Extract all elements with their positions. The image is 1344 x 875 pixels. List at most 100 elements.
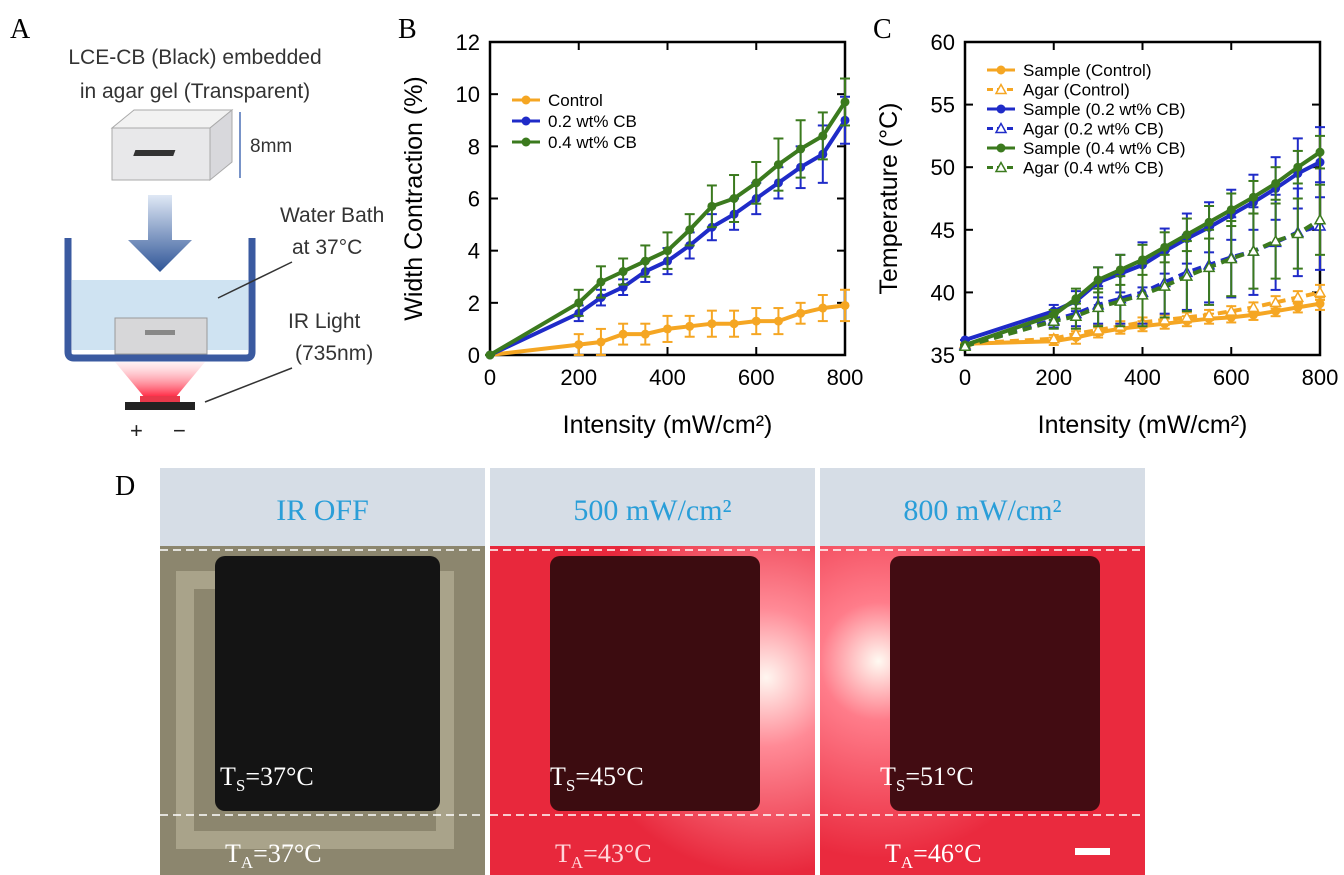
x-tick-label: 200 (1035, 365, 1072, 390)
data-point (958, 339, 972, 351)
data-point (596, 277, 606, 287)
lce-strip (133, 150, 176, 156)
temperature-label: TS=51°C (880, 762, 974, 795)
plot-frame (488, 40, 847, 357)
data-point (773, 160, 783, 170)
pointer (217, 261, 293, 299)
data-point (1315, 299, 1325, 309)
y-tick-label: 55 (931, 93, 955, 118)
temp-value: =43°C (583, 839, 651, 868)
data-point (729, 319, 739, 329)
temp-symbol: T (555, 839, 571, 868)
lce-sample (550, 556, 760, 811)
legend-marker (994, 160, 1008, 173)
schematic: LCE-CB (Black) embedded in agar gel (Tra… (64, 46, 384, 443)
temperature-label: TS=45°C (550, 762, 644, 795)
y-tick-label: 8 (468, 134, 480, 159)
data-point (840, 97, 850, 107)
data-point (1269, 234, 1282, 246)
x-tick-label: 200 (560, 365, 597, 390)
terminal: − (173, 418, 186, 443)
y-tick-label: 0 (468, 343, 480, 368)
data-point (1248, 192, 1258, 202)
temp-value: =51°C (905, 762, 973, 791)
legend-marker (994, 121, 1008, 134)
data-point (1247, 244, 1260, 256)
data-point (1158, 279, 1171, 291)
data-point (1313, 285, 1327, 298)
data-point (1091, 300, 1105, 313)
data-point (618, 267, 628, 277)
temp-value: =46°C (913, 839, 981, 868)
data-point (1202, 308, 1216, 320)
y-tick-label: 40 (931, 280, 955, 305)
legend-label: Sample (0.4 wt% CB) (1023, 139, 1186, 158)
data-point (796, 308, 806, 318)
legend-label: Sample (0.2 wt% CB) (1023, 100, 1186, 119)
legend-marker (996, 65, 1006, 75)
data-point (1136, 288, 1149, 300)
photo-header-text: 800 mW/cm² (903, 494, 1061, 527)
pointer (204, 367, 293, 403)
legend-label: Sample (Control) (1023, 61, 1152, 80)
temp-subscript: A (901, 853, 914, 872)
data-point (1315, 147, 1325, 157)
legend-marker (521, 137, 531, 147)
photo-header-text: 500 mW/cm² (573, 494, 731, 527)
data-point (1224, 304, 1238, 316)
panel-label: D (115, 471, 135, 502)
temp-value: =37°C (253, 839, 321, 868)
bath-label: Water Bath (280, 204, 384, 227)
temp-value: =37°C (245, 762, 313, 791)
ir-beam (115, 362, 205, 398)
temp-symbol: T (550, 762, 566, 791)
x-axis-label: Intensity (mW/cm²) (1038, 411, 1248, 439)
data-point (1069, 309, 1083, 321)
temp-subscript: S (896, 776, 905, 795)
photo-header-text: IR OFF (276, 494, 369, 527)
y-tick-label: 35 (931, 343, 955, 368)
light-label: IR Light (288, 310, 361, 333)
data-point (1069, 327, 1083, 339)
lce-sample (890, 556, 1100, 811)
data-point (707, 319, 717, 329)
y-tick-label: 12 (456, 30, 480, 55)
x-tick-label: 0 (959, 365, 971, 390)
photo-header (820, 468, 1145, 546)
gel-in-bath (114, 317, 208, 355)
data-point (751, 316, 761, 326)
lce-sample (215, 556, 440, 811)
temperature-label: TS=37°C (220, 762, 314, 795)
data-point (1224, 252, 1238, 264)
scale-bar (1075, 848, 1110, 855)
data-point (596, 337, 606, 347)
bath (64, 238, 256, 362)
legend-marker (994, 82, 1008, 95)
data-point (1047, 332, 1061, 344)
panel-label: B (398, 14, 417, 45)
data-point (574, 298, 584, 308)
temperature-label: TA=46°C (885, 839, 982, 872)
bath-label: at 37°C (292, 236, 362, 259)
x-tick-label: 800 (1302, 365, 1339, 390)
photo-header (490, 468, 815, 546)
lce-in-bath (145, 330, 175, 335)
data-point (485, 350, 495, 360)
data-point (1180, 269, 1194, 281)
data-point (1293, 162, 1303, 172)
data-point (707, 201, 717, 211)
y-tick-label: 10 (456, 82, 480, 107)
data-point (1271, 178, 1281, 188)
legend-marker (521, 95, 531, 105)
data-point (1247, 300, 1260, 313)
legend-label: Agar (0.4 wt% CB) (1023, 159, 1164, 178)
data-point (1202, 260, 1216, 273)
temperature-label: TA=43°C (555, 839, 652, 872)
data-point (818, 303, 828, 313)
temp-symbol: T (885, 839, 901, 868)
temp-subscript: A (241, 853, 254, 872)
data-point (574, 340, 584, 350)
data-point (663, 324, 672, 334)
temperature-label: TA=37°C (225, 839, 322, 872)
